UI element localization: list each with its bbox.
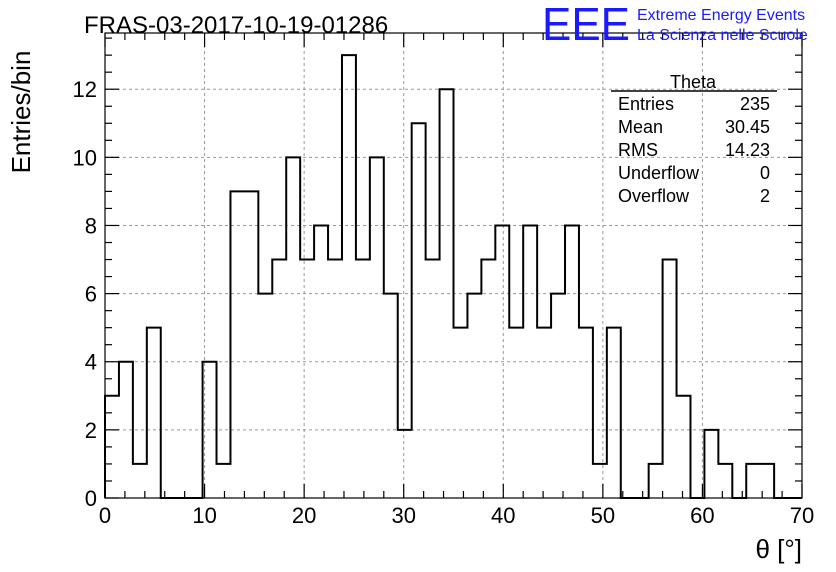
histogram-bin [370,157,384,498]
stats-label: Overflow [618,186,690,206]
stats-value: 30.45 [725,117,770,137]
histogram-bin [328,260,342,498]
histogram-bin [663,260,677,498]
histogram-bin [454,328,468,498]
stats-box: Theta Entries 235 Mean 30.45 RMS 14.23 Underfl… [611,72,777,206]
y-tick-label: 6 [85,282,97,307]
histogram-bin [244,191,258,498]
stats-title: Theta [670,72,717,92]
histogram-bin [537,328,551,498]
histogram-bin [398,430,412,498]
x-tick-label: 50 [591,503,615,528]
stats-label: Underflow [618,163,700,183]
histogram-bin [286,157,300,498]
y-tick-label: 4 [85,350,97,375]
chart-title: FRAS-03-2017-10-19-01286 [84,12,388,39]
y-tick-label: 10 [73,145,97,170]
histogram-bin [300,260,314,498]
y-axis-label: Entries/bin [6,51,36,174]
x-tick-label: 0 [99,503,111,528]
histogram-bin [384,294,398,498]
histogram-bin [426,260,440,498]
x-tick-label: 10 [192,503,216,528]
x-tick-label: 20 [292,503,316,528]
stats-value: 14.23 [725,140,770,160]
stats-value: 2 [760,186,770,206]
histogram-bin [258,294,272,498]
histogram-bin [677,396,691,498]
eee-logo-mark: EEE [542,0,630,50]
x-tick-label: 30 [391,503,415,528]
x-axis-label: θ [°] [755,534,802,564]
histogram-bin [342,55,356,498]
y-tick-label: 2 [85,418,97,443]
histogram-outline [104,54,802,499]
histogram-bin [593,464,607,498]
logo-line-1: Extreme Energy Events [637,7,805,24]
stats-value: 0 [760,163,770,183]
histogram-bin [272,260,286,498]
histogram-bin [509,328,523,498]
stats-value: 235 [740,94,770,114]
x-tick-label: 60 [690,503,714,528]
histogram-bin [356,260,370,498]
histogram-bin [704,430,718,498]
histogram-bin [467,294,481,498]
y-tick-labels: 0 2 4 6 8 10 12 [73,77,97,511]
tick-layer [104,33,803,499]
histogram-bin [579,328,593,498]
stats-label: RMS [618,140,658,160]
histogram-layer [104,54,802,499]
logo-line-2: La Scienza nelle Scuole [637,27,808,44]
histogram-bin [551,294,565,498]
histogram-bin [230,191,244,498]
y-tick-label: 8 [85,213,97,238]
histogram-bin [649,464,663,498]
histogram-bin [412,123,426,498]
x-tick-label: 70 [790,503,814,528]
stats-label: Mean [618,117,663,137]
plot-frame [104,32,803,499]
histogram-bin [746,464,760,498]
x-tick-label: 40 [491,503,515,528]
histogram-bin [147,328,161,498]
histogram-bin [217,464,231,498]
y-tick-label: 12 [73,77,97,102]
stats-rows: Entries 235 Mean 30.45 RMS 14.23 Underflow 0 Ove… [618,94,770,206]
histogram-bin [718,464,732,498]
y-tick-label: 0 [85,486,97,511]
histogram-bin [607,328,621,498]
stats-label: Entries [618,94,674,114]
x-tick-labels: 0 10 20 30 40 50 60 70 [99,503,814,528]
histogram-bin [481,260,495,498]
